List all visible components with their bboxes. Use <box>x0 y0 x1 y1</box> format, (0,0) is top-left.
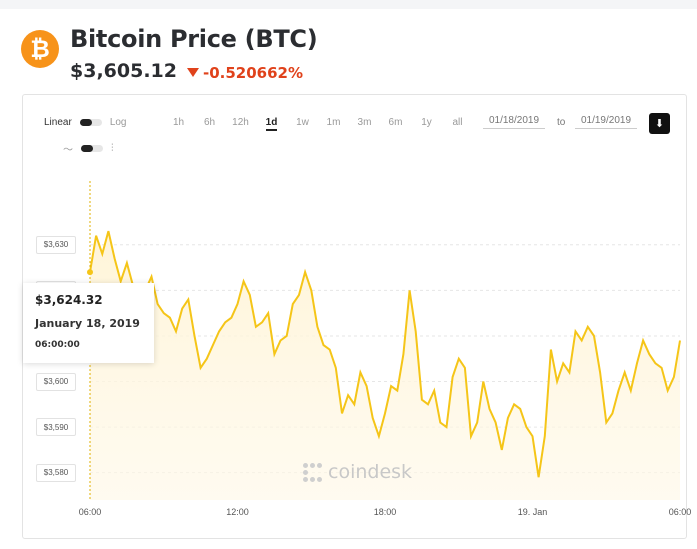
range-12h[interactable]: 12h <box>225 117 256 128</box>
y-tick-label: $3,590 <box>36 418 76 437</box>
range-label: 6m <box>388 117 403 128</box>
x-tick-label: 19. Jan <box>517 507 548 517</box>
range-label: 1w <box>296 117 309 128</box>
price-change: -0.520662% <box>186 63 303 82</box>
tooltip-date: January 18, 2019 <box>35 317 140 330</box>
range-1y[interactable]: 1y <box>411 117 442 128</box>
range-label: 1d <box>265 117 278 131</box>
download-icon: ⬇ <box>654 118 665 130</box>
range-6m[interactable]: 6m <box>380 117 411 128</box>
price-change-value: -0.520662% <box>202 63 303 82</box>
range-6h[interactable]: 6h <box>194 117 225 128</box>
y-tick-label: $3,580 <box>36 463 76 482</box>
y-tick-label: $3,630 <box>36 235 76 254</box>
date-from-input[interactable]: 01/18/2019 <box>483 115 545 129</box>
scale-log-label[interactable]: Log <box>109 117 127 128</box>
coindesk-watermark: coindesk <box>303 461 412 483</box>
range-1d[interactable]: 1d <box>256 117 287 131</box>
range-label: 6h <box>203 117 216 128</box>
range-label: 1y <box>421 117 432 128</box>
price-chart[interactable] <box>23 95 688 540</box>
range-3m[interactable]: 3m <box>349 117 380 128</box>
page-title: Bitcoin Price (BTC) <box>70 25 318 53</box>
range-label: 12h <box>232 117 249 128</box>
x-tick-label: 06:00 <box>78 507 102 517</box>
x-tick-label: 06:00 <box>668 507 692 517</box>
candlestick-icon[interactable]: ⫶ <box>111 143 114 154</box>
current-price: $3,605.12 <box>70 60 177 82</box>
range-label: 1m <box>326 117 341 128</box>
price-row: $3,605.12 -0.520662% <box>70 60 303 82</box>
hover-point <box>87 269 93 276</box>
price-area <box>90 231 680 500</box>
range-1w[interactable]: 1w <box>287 117 318 128</box>
price-tooltip: $3,624.32 January 18, 2019 06:00:00 <box>23 283 154 363</box>
price-line <box>89 230 681 478</box>
date-to-input[interactable]: 01/19/2019 <box>575 115 637 129</box>
x-tick-label: 12:00 <box>226 507 249 517</box>
range-all[interactable]: all <box>442 117 473 128</box>
range-1h[interactable]: 1h <box>163 117 194 128</box>
date-to-label: to <box>557 117 566 128</box>
range-selector: 1h 6h 12h 1d 1w 1m 3m 6m 1y all <box>163 117 473 131</box>
scale-toggle-row: Linear Log <box>44 117 127 128</box>
tooltip-time: 06:00:00 <box>35 340 80 350</box>
range-label: 3m <box>357 117 372 128</box>
chart-type-toggle[interactable] <box>81 145 103 152</box>
chart-card: Linear Log 〜 ⫶ 1h 6h 12h 1d 1w 1m 3m 6m 1y all 01… <box>22 94 691 540</box>
top-strip <box>0 0 697 9</box>
coindesk-logo-icon <box>303 462 322 482</box>
x-tick-label: 18:00 <box>373 507 397 517</box>
bitcoin-logo-icon: ₿ <box>21 30 59 68</box>
range-label: 1h <box>172 117 185 128</box>
line-chart-icon[interactable]: 〜 <box>63 145 73 156</box>
range-label: all <box>452 117 463 128</box>
scale-toggle[interactable] <box>79 119 102 126</box>
watermark-text: coindesk <box>328 461 413 483</box>
scale-linear-label[interactable]: Linear <box>44 117 72 128</box>
tooltip-price: $3,624.32 <box>35 293 103 307</box>
down-arrow-icon <box>186 68 199 77</box>
chart-type-toggle-row: 〜 ⫶ <box>63 141 114 156</box>
download-button[interactable]: ⬇ <box>649 113 670 134</box>
range-1m[interactable]: 1m <box>318 117 349 128</box>
y-tick-label: $3,600 <box>36 372 76 391</box>
